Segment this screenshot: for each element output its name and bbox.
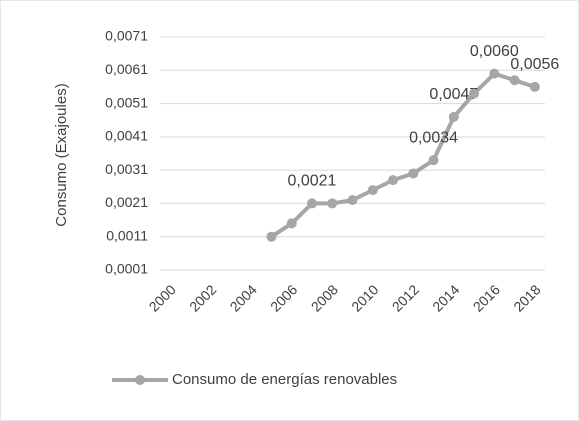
y-tick-label: 0,0001 xyxy=(105,261,148,277)
y-tick-label: 0,0011 xyxy=(106,227,148,243)
data-point xyxy=(367,185,378,196)
data-point xyxy=(448,111,459,122)
legend-label: Consumo de energías renovables xyxy=(172,371,397,388)
data-point xyxy=(428,155,439,166)
y-tick-label: 0,0051 xyxy=(105,94,148,110)
y-tick-label: 0,0021 xyxy=(105,194,148,210)
data-label: 0,0056 xyxy=(510,56,559,73)
data-point xyxy=(388,175,399,186)
legend-marker xyxy=(135,375,145,385)
data-point xyxy=(489,68,500,79)
data-label: 0,0021 xyxy=(288,173,337,190)
data-point xyxy=(469,88,480,99)
y-tick-label: 0,0041 xyxy=(105,128,148,144)
y-tick-label: 0,0071 xyxy=(105,28,148,44)
y-axis-title: Consumo (Exajoules) xyxy=(53,83,70,226)
data-point xyxy=(408,168,419,179)
data-point xyxy=(327,198,338,209)
data-label: 0,0034 xyxy=(409,129,458,146)
data-label: 0,0060 xyxy=(470,43,519,60)
data-point xyxy=(266,231,277,242)
data-point xyxy=(286,218,297,229)
data-point xyxy=(347,195,358,206)
data-point xyxy=(509,75,520,86)
y-tick-label: 0,0031 xyxy=(105,161,148,177)
data-label: 0,0047 xyxy=(429,86,478,103)
data-point xyxy=(529,81,540,92)
data-point xyxy=(306,198,317,209)
y-tick-label: 0,0061 xyxy=(105,61,148,77)
